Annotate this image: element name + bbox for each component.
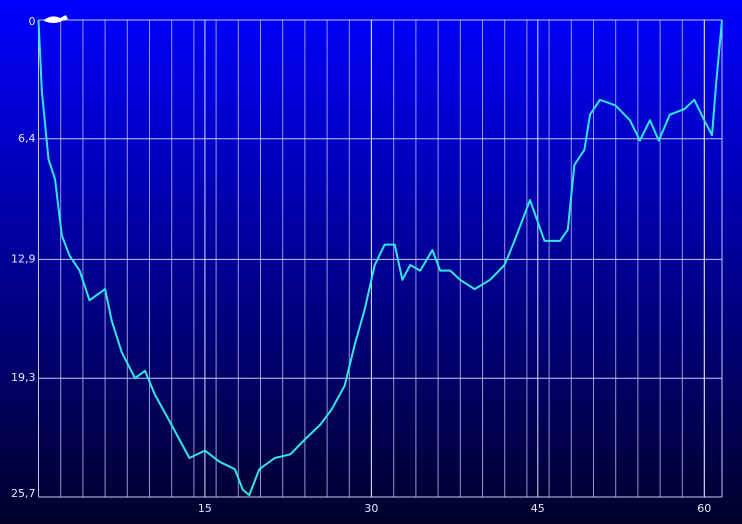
diver-icon bbox=[44, 15, 68, 23]
x-tick-label: 45 bbox=[531, 502, 545, 515]
y-tick-label: 6,4 bbox=[18, 132, 36, 145]
y-tick-label: 19,3 bbox=[11, 371, 36, 384]
x-tick-label: 15 bbox=[198, 502, 212, 515]
depth-line bbox=[37, 19, 723, 497]
y-tick-label: 25,7 bbox=[11, 487, 36, 500]
x-tick-label: 30 bbox=[364, 502, 378, 515]
x-tick-label: 60 bbox=[697, 502, 711, 515]
y-tick-label: 0 bbox=[29, 15, 36, 28]
y-tick-label: 12,9 bbox=[11, 252, 36, 265]
